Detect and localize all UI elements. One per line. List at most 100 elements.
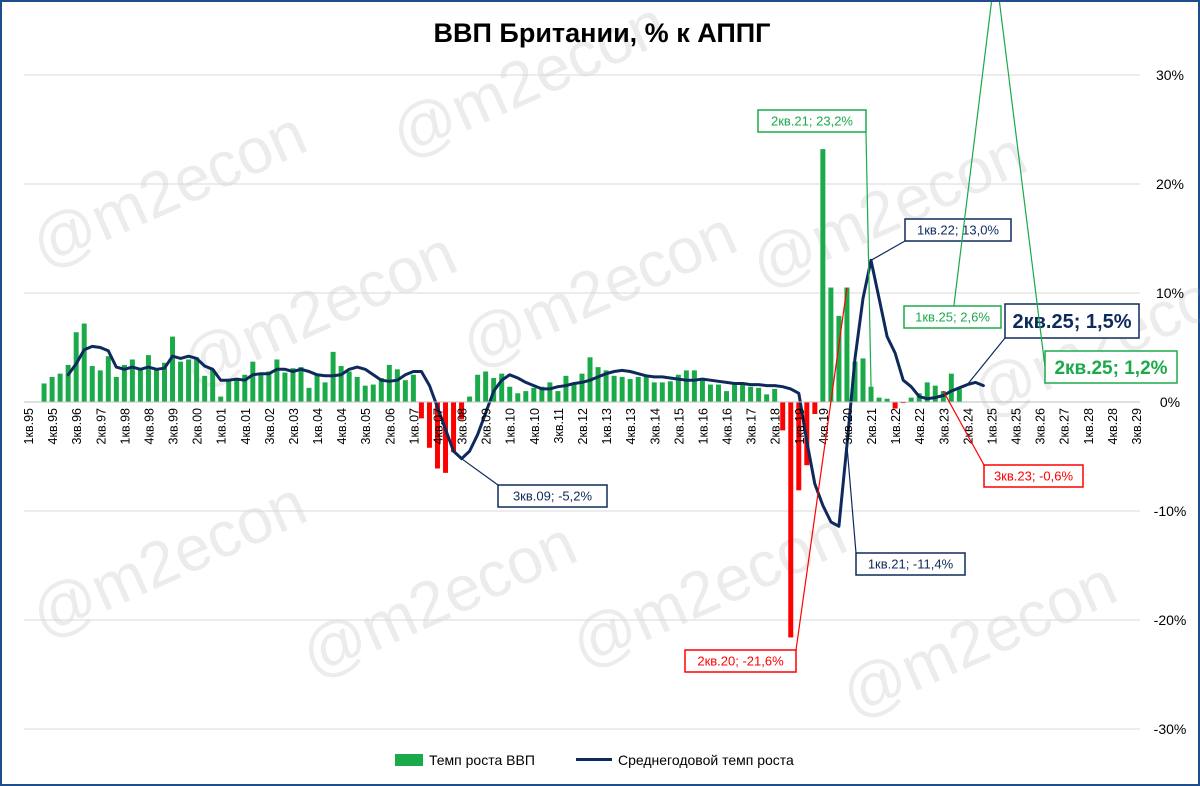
bar (178, 361, 184, 402)
x-tick-label: 1кв.01 (215, 408, 229, 444)
bar (105, 356, 111, 402)
axis-layer: 30% 20% 10% 0% -10% -20% -30% 1кв.95 4кв.95 3кв.9… (22, 67, 1186, 737)
x-tick-label: 1кв.04 (311, 408, 325, 444)
legend-line: Среднегодовой темп роста (576, 752, 794, 768)
x-tick-label: 1кв.25 (985, 408, 999, 444)
x-tick-label: 3кв.08 (456, 408, 470, 444)
bar (410, 374, 416, 402)
bar (298, 367, 304, 402)
annotation-leader (942, 390, 985, 466)
annotation-leader (951, 2, 993, 318)
bar (828, 287, 834, 402)
x-tick-label: 2кв.00 (191, 408, 205, 444)
bar (860, 358, 866, 402)
x-tick-label: 2кв.15 (672, 408, 686, 444)
bar (153, 369, 159, 402)
annotation-box (855, 552, 966, 576)
bar (346, 371, 352, 402)
bar (467, 396, 473, 402)
bar (370, 384, 376, 402)
x-tick-label: 4кв.10 (528, 408, 542, 444)
bar (900, 402, 906, 404)
bar (274, 359, 280, 402)
x-tick-label: 2кв.18 (769, 408, 783, 444)
bar (202, 375, 208, 402)
bar (619, 376, 625, 402)
x-tick-label: 4кв.01 (239, 408, 253, 444)
x-tick-label: 2кв.03 (287, 408, 301, 444)
x-tick-label: 2кв.97 (94, 408, 108, 444)
bar (194, 357, 200, 402)
bar (812, 402, 818, 414)
y-tick-label: -20% (1154, 612, 1187, 628)
chart-title: ВВП Британии, % к АППГ (433, 18, 771, 48)
bar (129, 359, 135, 402)
bar (266, 371, 272, 402)
legend-bar-swatch (395, 754, 423, 766)
bar (603, 370, 609, 402)
x-tick-label: 1кв.28 (1082, 408, 1096, 444)
bar (796, 402, 802, 491)
bar (226, 380, 232, 402)
bar (65, 364, 71, 402)
bar (788, 402, 794, 638)
bar (170, 336, 176, 402)
x-tick-label: 1кв.10 (504, 408, 518, 444)
bar (892, 402, 898, 409)
annotation-box (1004, 303, 1140, 339)
bar (764, 394, 770, 402)
bar (89, 366, 95, 402)
bar (868, 386, 874, 402)
bar (707, 384, 713, 402)
bar (507, 386, 513, 402)
bar (378, 378, 384, 402)
y-tick-label: 30% (1156, 67, 1184, 83)
x-tick-label: 4кв.04 (335, 408, 349, 444)
bar (290, 368, 296, 402)
annotation-box (757, 109, 867, 133)
bar (483, 371, 489, 402)
bar (145, 355, 151, 402)
bar (956, 388, 962, 402)
bar (683, 370, 689, 402)
bar (780, 402, 786, 431)
bar (499, 373, 505, 402)
legend-bars-label: Темп роста ВВП (429, 752, 535, 768)
bar (306, 387, 312, 402)
x-tick-label: 3кв.05 (359, 408, 373, 444)
bar (716, 384, 721, 402)
x-tick-label: 1кв.13 (600, 408, 614, 444)
annotation-box (497, 484, 608, 508)
legend-line-label: Среднегодовой темп роста (618, 752, 794, 768)
annotation-label: 3кв.09; -5,2% (513, 489, 593, 504)
annotation-leader (998, 2, 1046, 368)
x-tick-label: 3кв.14 (648, 408, 662, 444)
bar (820, 149, 826, 402)
y-tick-label: 10% (1156, 285, 1184, 301)
x-tick-label: 1кв.95 (22, 408, 36, 444)
bar (740, 384, 746, 402)
bar (627, 379, 633, 402)
x-tick-label: 1кв.07 (407, 408, 421, 444)
y-tick-label: -30% (1154, 721, 1187, 737)
bar (314, 373, 320, 402)
x-tick-label: 3кв.96 (70, 408, 84, 444)
bar (908, 397, 914, 402)
annotation-box (684, 649, 797, 673)
annotation-label: 3кв.23; -0,6% (994, 469, 1074, 484)
bar (338, 366, 344, 402)
bar (97, 370, 103, 402)
annotation-box (904, 218, 1012, 242)
x-tick-label: 3кв.99 (167, 408, 181, 444)
x-tick-label: 4кв.98 (142, 408, 156, 444)
bar (756, 387, 762, 402)
legend-line-swatch (576, 758, 612, 761)
legend-bars: Темп роста ВВП (395, 752, 535, 768)
bar (836, 315, 842, 402)
bar (242, 374, 248, 402)
bar (162, 362, 167, 402)
x-tick-label: 2кв.12 (576, 408, 590, 444)
x-tick-label: 1кв.98 (118, 408, 132, 444)
annotation-leader (846, 445, 857, 554)
